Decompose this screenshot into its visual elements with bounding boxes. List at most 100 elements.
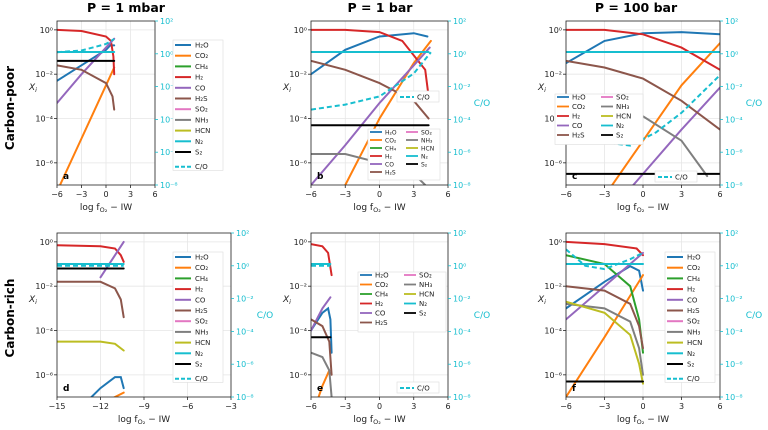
legend-label: N₂ [616, 122, 624, 130]
y-right-tick-label: 10⁻² [453, 295, 471, 304]
y-tick-label: 10⁰ [294, 26, 307, 35]
panel-label: f [572, 384, 576, 394]
legend-label: CH₄ [375, 291, 388, 299]
legend-label: HCN [421, 146, 434, 153]
series-line-h2o [311, 32, 429, 76]
panels-group: −6 −3 0 3 6 10⁰ 10⁻² 10⁻⁴ 10⁻⁶ 10² 10⁰ 10⁻² 10⁻⁴ 10⁻⁶… [28, 17, 762, 426]
y-tick-label: 10⁻⁴ [289, 327, 307, 336]
legend-label: HCN [687, 339, 702, 347]
y-right-tick-label: 10⁻⁶ [453, 148, 471, 157]
legend-label: H₂S [195, 307, 208, 315]
y-tick-label: 10⁻⁶ [35, 371, 53, 380]
y-axis-label: Xi [537, 83, 546, 94]
y-right-tick-label: 10² [160, 17, 173, 26]
series-line-co2 [317, 369, 331, 397]
y-right-tick-label: 10⁻⁴ [160, 115, 178, 124]
series-line-h2s [566, 285, 644, 350]
legend-label: C/O [417, 385, 430, 393]
legend-label: S₂ [195, 149, 202, 157]
chart-panel-a: −6 −3 0 3 6 10⁰ 10⁻² 10⁻⁴ 10⁻⁶ 10² 10⁰ 10⁻² 10⁻⁴ 10⁻⁶… [28, 17, 224, 214]
legend-label: SO₂ [195, 106, 208, 114]
y-right-tick-label: 10⁻⁸ [236, 393, 254, 402]
series-line-nh3 [566, 302, 644, 376]
y-tick-label: 10⁻² [289, 282, 307, 291]
legend-label: NH₃ [616, 103, 630, 111]
y-axis-label: Xi [28, 83, 37, 94]
y-right-tick-label: 10² [453, 229, 466, 238]
legend-label: CO [385, 162, 394, 169]
x-tick-label: −3 [339, 402, 351, 411]
y-right-tick-label: 10⁻⁸ [725, 181, 743, 190]
y-right-tick-label: 10⁰ [725, 262, 738, 271]
legend-label: S₂ [616, 132, 623, 140]
legend-label: CH₄ [195, 63, 208, 71]
x-tick-label: −3 [339, 190, 351, 199]
legend-label: C/O [675, 174, 688, 182]
legend-label: HCN [195, 127, 210, 135]
legend-label: N₂ [195, 350, 203, 358]
y-right-tick-label: 10⁻⁸ [725, 393, 743, 402]
y-right-tick-label: 10⁰ [453, 50, 466, 59]
row-title-carbon-rich: Carbon-rich [3, 279, 17, 358]
legend-label: N₂ [421, 154, 428, 161]
x-tick-label: −6 [560, 190, 572, 199]
chart-panel-e: −6 −3 0 3 6 10⁰ 10⁻² 10⁻⁴ 10⁻⁶ 10² 10⁰ 10⁻² 10⁻⁴ 10⁻⁶… [282, 229, 490, 426]
x-axis-label: log fO₂ − IW [617, 203, 669, 214]
legend-label: CO [572, 122, 583, 130]
y-tick-label: 10⁻² [35, 70, 53, 79]
column-title-100bar: P = 100 bar [595, 0, 678, 15]
x-tick-label: −3 [599, 402, 611, 411]
panel-label: d [63, 384, 69, 394]
y-right-tick-label: 10⁻² [236, 295, 254, 304]
x-axis-label: log fO₂ − IW [80, 203, 132, 214]
legend-label: CH₄ [385, 146, 397, 153]
y-tick-label: 10⁻⁴ [35, 327, 53, 336]
y-right-tick-label: 10⁻² [160, 83, 178, 92]
x-tick-label: −3 [599, 190, 611, 199]
series-line-co [311, 296, 332, 332]
series-line-h2o [90, 376, 125, 397]
series-line-co-ratio [566, 248, 644, 271]
y-right-tick-label: 10⁻⁶ [236, 360, 254, 369]
legend-label: NH₃ [421, 138, 433, 145]
y-tick-label: 10⁰ [294, 238, 307, 247]
x-tick-label: 3 [679, 402, 684, 411]
legend-label: CO₂ [687, 264, 700, 272]
chart-panel-b: −6 −3 0 3 6 10⁰ 10⁻² 10⁻⁴ 10⁻⁶ 10² 10⁰ 10⁻² 10⁻⁴ 10⁻⁶… [282, 17, 490, 214]
y-right-tick-label: 10⁰ [453, 262, 466, 271]
y-tick-label: 10⁻⁴ [544, 115, 562, 124]
x-axis-label: log fO₂ − IW [353, 415, 405, 426]
y-tick-label: 10⁰ [40, 26, 53, 35]
y-right-tick-label: 10⁻⁶ [160, 148, 178, 157]
legend-label: CO [687, 296, 698, 304]
y-tick-label: 10⁻⁴ [35, 115, 53, 124]
legend-label: H₂ [375, 300, 383, 308]
legend-label: H₂O [385, 130, 397, 137]
x-axis-label: log fO₂ − IW [353, 203, 405, 214]
legend-label: S₂ [421, 162, 428, 169]
legend-label: H₂ [195, 74, 203, 82]
row-title-carbon-poor: Carbon-poor [3, 66, 17, 150]
y-tick-label: 10⁻⁶ [544, 159, 562, 168]
series-group [57, 240, 125, 397]
series-line-h2o [311, 306, 333, 354]
y-tick-label: 10⁰ [549, 26, 562, 35]
series-line-h2s [311, 59, 430, 120]
series-line-co2 [566, 274, 644, 397]
column-title-1mbar: P = 1 mbar [87, 0, 166, 15]
legend-label: SO₂ [421, 130, 433, 137]
legend-label: CO₂ [385, 138, 397, 145]
y-right-tick-label: 10² [725, 17, 738, 26]
legend-label: H₂S [687, 307, 700, 315]
x-axis-label: log fO₂ − IW [617, 415, 669, 426]
legend-label: CO [375, 310, 386, 318]
x-tick-label: −9 [138, 402, 150, 411]
y-right-tick-label: 10² [725, 229, 738, 238]
y-axis-label: Xi [282, 295, 291, 306]
x-tick-label: −15 [49, 402, 66, 411]
series-line-h2o [566, 265, 644, 310]
legend-label: CO [195, 84, 206, 92]
x-tick-label: 3 [128, 190, 133, 199]
